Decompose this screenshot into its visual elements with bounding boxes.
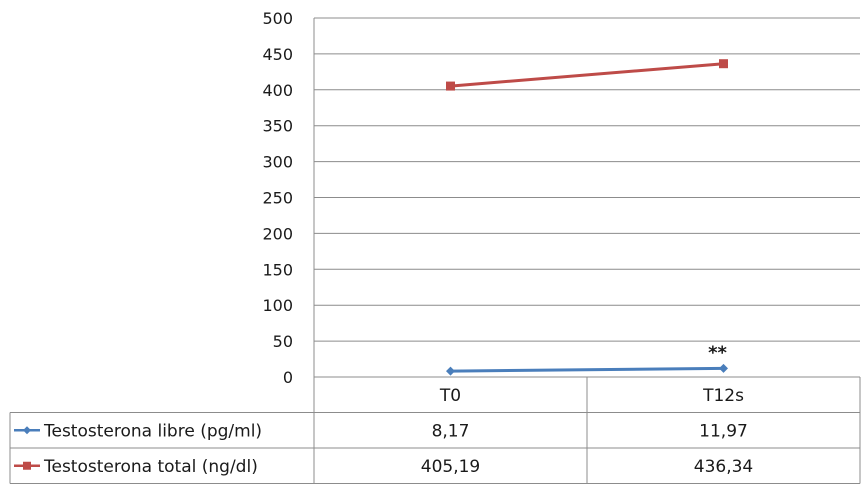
legend-key <box>14 426 40 435</box>
table-cell-value: 436,34 <box>694 457 753 477</box>
series-line <box>450 366 724 373</box>
y-tick-label: 50 <box>273 332 293 351</box>
x-category-label: T12s <box>702 386 744 406</box>
y-tick-label: 0 <box>283 368 293 387</box>
y-tick-label: 500 <box>262 9 293 28</box>
legend-key <box>14 461 40 470</box>
y-tick-label: 300 <box>262 153 293 172</box>
table-cell-value: 405,19 <box>421 457 480 477</box>
marker-square <box>719 59 728 69</box>
y-tick-label: 450 <box>262 45 293 64</box>
data-table: T0 T12s Testosterona libre (pg/ml) 8,17 11,9… <box>9 376 861 484</box>
y-tick-label: 400 <box>262 81 293 100</box>
marker-diamond <box>23 426 31 435</box>
significance-annotation: ** <box>708 342 727 363</box>
table-cell-value: 11,97 <box>699 421 748 441</box>
series-layer <box>446 59 728 376</box>
y-tick-label: 350 <box>262 117 293 136</box>
series-line <box>450 62 724 88</box>
y-tick-label: 200 <box>262 224 293 243</box>
legend-label: Testosterona libre (pg/ml) <box>43 421 262 441</box>
table-cell-value: 8,17 <box>432 421 470 441</box>
y-axis-ticks: 0 50 100 150 200 250 300 350 400 450 500 <box>262 9 293 387</box>
marker-diamond <box>719 363 728 373</box>
marker-square <box>446 81 455 91</box>
annotations: ** <box>708 342 727 363</box>
marker-square <box>23 461 31 470</box>
gridlines <box>313 17 860 377</box>
y-tick-label: 100 <box>262 296 293 315</box>
y-tick-label: 150 <box>262 260 293 279</box>
marker-diamond <box>446 366 455 376</box>
legend-label: Testosterona total (ng/dl) <box>43 457 258 477</box>
y-tick-label: 250 <box>262 189 293 208</box>
x-category-label: T0 <box>439 386 461 406</box>
